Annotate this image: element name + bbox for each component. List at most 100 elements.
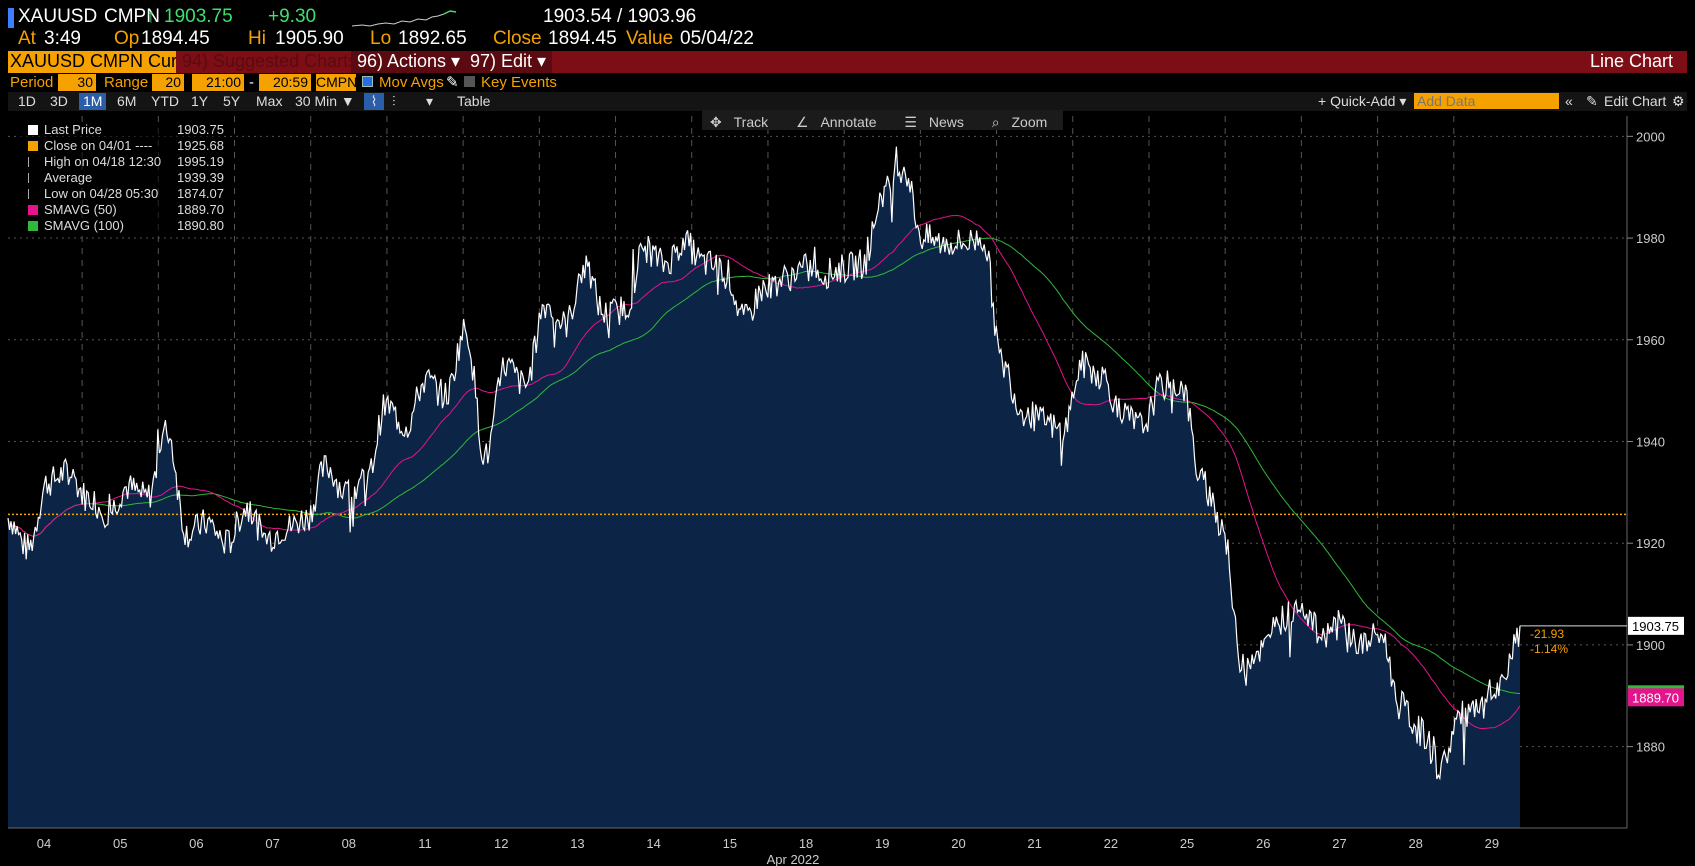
tf-max[interactable]: Max <box>256 93 283 109</box>
key-events-checkbox[interactable] <box>464 76 475 87</box>
smavg-100-line <box>7 237 1521 695</box>
options-bar: Period 30 Range 20 21:00 - 20:59 CMPN Mo… <box>8 74 1687 92</box>
x-tick-label: 12 <box>494 836 508 851</box>
end-time-input[interactable]: 20:59 <box>259 74 311 91</box>
period-label: Period <box>10 74 54 91</box>
x-tick-label: 25 <box>1180 836 1194 851</box>
tf-5y[interactable]: 5Y <box>223 93 241 109</box>
last-price-tag-text: 1903.75 <box>1632 619 1679 634</box>
x-tick-label: 11 <box>418 836 432 851</box>
tf-1m[interactable]: 1M <box>79 93 107 110</box>
legend-value: 1939.39 <box>177 170 224 185</box>
bid-ask: 1903.54 / 1903.96 <box>543 6 697 27</box>
tf-1d[interactable]: 1D <box>18 93 36 109</box>
x-tick-label: 15 <box>723 836 737 851</box>
tf-3d[interactable]: 3D <box>50 93 68 109</box>
last-price: 1903.75 <box>164 6 233 27</box>
annotate-tool[interactable]: ∠ Annotate <box>788 110 893 134</box>
x-tick-label: 21 <box>1027 836 1041 851</box>
tf-ytd[interactable]: YTD <box>151 93 179 109</box>
tf-1y[interactable]: 1Y <box>191 93 209 109</box>
change-pct-label: -1.14% <box>1530 642 1568 656</box>
tf-6m[interactable]: 6M <box>117 93 137 109</box>
x-axis-title: Apr 2022 <box>767 852 820 866</box>
security-field[interactable]: XAUUSD CMPN Curnc <box>8 51 176 73</box>
y-tick-label: 1960 <box>1636 333 1665 348</box>
last-price-tag <box>1628 616 1684 635</box>
legend-swatch <box>28 221 38 231</box>
x-axis: 04 05 06 07 08 11 12 13 14 15 18 19 20 21 22 25 26 27 28 29… <box>8 827 1627 866</box>
series-lines <box>7 146 1521 781</box>
value-date: 05/04/22 <box>680 28 754 49</box>
low-label: Lo <box>370 28 392 49</box>
legend-swatch <box>28 205 38 215</box>
legend-item[interactable]: SMAVG (50) 1889.70 <box>18 202 224 218</box>
x-tick-label: 08 <box>342 836 356 851</box>
chart-type-label[interactable]: Line Chart <box>1589 51 1673 71</box>
legend-label: Low on 04/28 05:30 <box>44 186 159 201</box>
interval-select[interactable]: 30 Min ▼ <box>295 93 355 109</box>
track-label: Track <box>733 114 769 130</box>
legend-label: Last Price <box>44 122 102 137</box>
open-label: Op <box>114 28 140 49</box>
pencil-icon[interactable]: ✎ <box>446 74 459 91</box>
x-tick-label: 06 <box>189 836 203 851</box>
actions-button[interactable]: 96) Actions ▾ <box>351 51 467 73</box>
mov-avgs-checkbox[interactable] <box>362 76 373 87</box>
legend-value: 1889.70 <box>177 202 224 217</box>
timeframe-bar: 1D 3D 1M 6M YTD 1Y 5Y Max 30 Min ▼ ⌇ ⫶ ▾… <box>8 92 1687 111</box>
collapse-icon[interactable]: « <box>1565 93 1573 109</box>
zoom-tool[interactable]: ⌕ Zoom <box>984 110 1064 134</box>
bar-chart-icon[interactable]: ⫶ <box>392 93 396 109</box>
sparkline <box>352 10 457 27</box>
legend-item[interactable]: Close on 04/01 ---- 1925.68 <box>18 138 224 154</box>
legend-swatch <box>28 157 35 167</box>
legend-item[interactable]: Low on 04/28 05:30 1874.07 <box>18 186 224 202</box>
edit-chart-icon[interactable]: ✎ <box>1586 93 1598 109</box>
dropdown-icon[interactable]: ▾ <box>426 93 434 109</box>
legend-item[interactable]: SMAVG (100) 1890.80 <box>18 218 224 234</box>
net-change: +9.30 <box>268 6 317 27</box>
news-tool[interactable]: ☰ News <box>896 110 979 134</box>
suggested-charts-button[interactable]: 94) Suggested Charts <box>182 51 358 71</box>
legend-swatch <box>28 141 38 151</box>
period-input[interactable]: 30 <box>58 74 96 91</box>
zoom-label: Zoom <box>1011 114 1048 130</box>
low-value: 1892.65 <box>398 28 467 49</box>
x-tick-label: 07 <box>265 836 279 851</box>
edit-chart-button[interactable]: Edit Chart <box>1604 93 1667 109</box>
add-data-input[interactable]: Add Data <box>1414 93 1559 109</box>
x-tick-label: 19 <box>875 836 889 851</box>
last-price-line <box>7 146 1521 781</box>
legend-item[interactable]: Last Price 1903.75 <box>18 122 224 138</box>
table-button[interactable]: Table <box>457 93 491 109</box>
price-area <box>8 146 1520 829</box>
range-input[interactable]: 20 <box>152 74 184 91</box>
legend-item[interactable]: High on 04/18 12:30 1995.19 <box>18 154 224 170</box>
ticker[interactable]: XAUUSD <box>18 6 98 27</box>
key-events-label[interactable]: Key Events <box>481 74 557 91</box>
time-range-dash: - <box>249 74 254 91</box>
gear-icon[interactable]: ⚙ <box>1672 93 1685 109</box>
high-label: Hi <box>248 28 266 49</box>
change-abs-label: -21.93 <box>1530 627 1564 641</box>
y-tick-label: 2000 <box>1636 129 1665 144</box>
annotate-label: Annotate <box>820 114 877 130</box>
at-time: 3:49 <box>44 28 81 49</box>
y-tick-label: 1900 <box>1636 638 1665 653</box>
source-input[interactable]: CMPN <box>316 74 358 91</box>
range-label: Range <box>104 74 149 91</box>
legend-value: 1925.68 <box>177 138 224 153</box>
start-time-input[interactable]: 21:00 <box>192 74 244 91</box>
legend-value: 1874.07 <box>177 186 224 201</box>
legend-label: SMAVG (100) <box>44 218 124 233</box>
chart-toolbar: XAUUSD CMPN Curnc 94) Suggested Charts 9… <box>8 51 1687 73</box>
legend-item[interactable]: Average 1939.39 <box>18 170 224 186</box>
edit-button[interactable]: 97) Edit ▾ <box>464 51 553 73</box>
line-chart-icon[interactable]: ⌇ <box>364 93 384 110</box>
track-tool[interactable]: ✥ Track <box>702 110 784 134</box>
quick-add-button[interactable]: + Quick-Add ▾ <box>1318 93 1407 109</box>
quote-details: At 3:49 Op 1894.45 Hi 1905.90 Lo 1892.65… <box>0 28 1695 50</box>
mov-avgs-label[interactable]: Mov Avgs <box>379 74 444 91</box>
